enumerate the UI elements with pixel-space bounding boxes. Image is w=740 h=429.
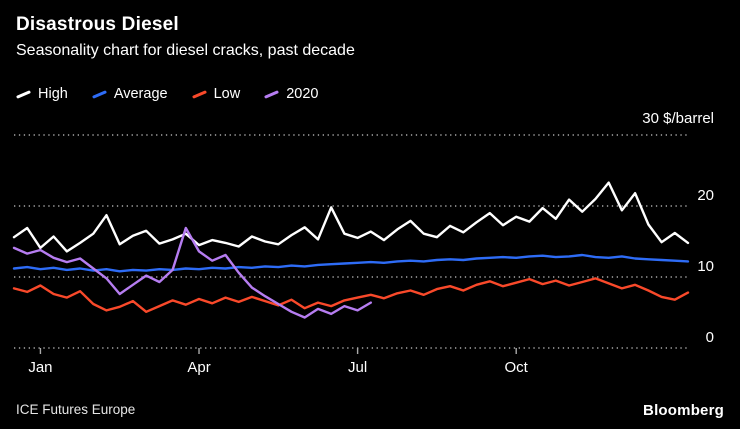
series-line-average: [12, 253, 690, 273]
series-line-high: [12, 181, 690, 253]
legend-label-2020: 2020: [286, 86, 319, 102]
x-tick-label-Oct: Oct: [505, 359, 529, 376]
legend-label-low: Low: [213, 86, 241, 102]
y-tick-label-10: 10: [697, 258, 714, 275]
page-title: Disastrous Diesel: [16, 14, 179, 35]
x-tick-label-Jul: Jul: [348, 359, 367, 376]
chart-legend: High Average Low 2020: [16, 86, 318, 102]
series-line-low: [12, 277, 690, 313]
legend-label-high: High: [38, 86, 68, 102]
source-attribution: ICE Futures Europe: [16, 402, 136, 417]
legend-item-low: Low: [191, 86, 241, 102]
legend-label-average: Average: [113, 86, 168, 102]
series-line-2020: [12, 226, 372, 319]
x-tick-label-Apr: Apr: [187, 359, 210, 376]
y-tick-label-20: 20: [697, 187, 714, 204]
y-tick-label-0: 0: [706, 329, 714, 346]
bloomberg-logo: Bloomberg: [643, 402, 724, 419]
chart-subtitle: Seasonality chart for diesel cracks, pas…: [16, 42, 355, 59]
legend-item-average: Average: [91, 86, 168, 102]
legend-item-high: High: [16, 86, 68, 102]
y-axis-unit-label: 30 $/barrel: [642, 110, 714, 127]
x-tick-label-Jan: Jan: [28, 359, 52, 376]
legend-item-2020: 2020: [264, 86, 318, 102]
